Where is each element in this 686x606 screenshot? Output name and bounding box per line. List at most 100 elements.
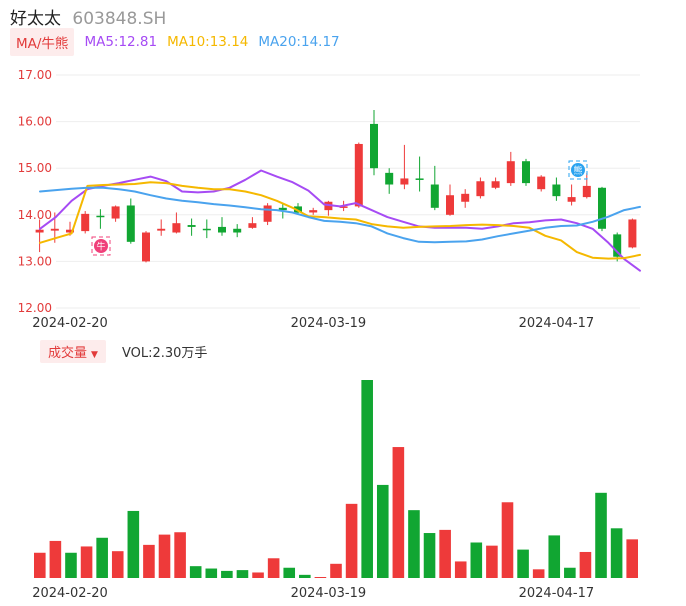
volume-bar [65, 552, 77, 578]
stock-code: 603848.SH [72, 9, 167, 29]
price-tick-label: 14.00 [18, 208, 52, 222]
candle-body [202, 228, 211, 231]
price-date-label: 2024-03-19 [291, 316, 367, 331]
volume-date-label: 2024-02-20 [32, 586, 108, 601]
ma20-line [39, 186, 641, 244]
candle-body [294, 206, 302, 213]
candle-body [172, 223, 181, 233]
volume-bar [158, 534, 171, 578]
candle-body [111, 206, 120, 219]
candle-body [187, 225, 196, 227]
volume-bar [330, 563, 342, 578]
stock-name: 好太太 [10, 9, 61, 29]
dropdown-caret-icon: ▼ [91, 349, 98, 360]
ma-legend: MA/牛熊 MA5:12.81 MA10:13.14 MA20:14.17 [10, 27, 340, 56]
candle-body [461, 193, 470, 202]
volume-date-label: 2024-04-17 [519, 586, 595, 601]
volume-bar [314, 577, 327, 578]
volume-bar [376, 484, 389, 578]
volume-bar [49, 540, 62, 578]
volume-bar [408, 510, 420, 578]
candle-body [126, 205, 135, 242]
volume-bar [579, 551, 592, 578]
volume-bar [111, 551, 124, 578]
volume-bar [267, 558, 280, 578]
candle-body [309, 210, 318, 213]
price-tick-label: 16.00 [18, 115, 52, 129]
volume-bar [454, 561, 467, 578]
price-tick-label: 15.00 [18, 161, 52, 175]
ma5-line [39, 169, 641, 272]
ma10-line [39, 181, 641, 260]
volume-bar [595, 492, 607, 578]
ma10-label: MA10:13.14 [167, 33, 249, 50]
candle-body [476, 181, 485, 197]
candle-body [522, 161, 530, 184]
candle-body [415, 178, 424, 180]
stock-title: 好太太 603848.SH [10, 4, 166, 29]
price-date-label: 2024-04-17 [519, 316, 595, 331]
candle-body [157, 228, 166, 231]
volume-bar [361, 380, 373, 578]
volume-bar [486, 545, 498, 578]
bear-badge-icon [571, 163, 585, 177]
candle-body [50, 228, 59, 231]
price-tick-label: 17.00 [18, 68, 52, 82]
bull-badge-icon [94, 239, 108, 253]
volume-bar [564, 567, 576, 578]
volume-bar [236, 570, 249, 578]
ma20-label: MA20:14.17 [258, 33, 340, 50]
volume-bar [345, 503, 358, 578]
volume-bar [299, 574, 311, 578]
candle-body [506, 161, 515, 184]
bull-badge-label: 牛 [96, 241, 105, 253]
bear-badge-label: 熊 [573, 165, 582, 177]
candle-body [628, 219, 637, 248]
candle-body [567, 197, 576, 202]
volume-tag-label: 成交量 [48, 345, 88, 361]
candle-body [81, 213, 90, 232]
volume-bar [517, 549, 529, 578]
volume-bar [34, 552, 46, 578]
volume-bar [532, 569, 545, 578]
candle-body [233, 228, 242, 233]
candle-body [552, 184, 561, 197]
candle-body [446, 195, 454, 215]
candle-body [430, 184, 439, 208]
volume-bar [470, 542, 483, 578]
candle-body [35, 229, 44, 233]
volume-indicator-selector[interactable]: 成交量 ▼ [40, 339, 106, 363]
volume-bar [252, 572, 264, 578]
candle-body [248, 223, 257, 228]
candle-body [263, 205, 272, 222]
bear-badge-frame [568, 160, 588, 180]
candle-body [537, 176, 546, 190]
price-tick-label: 13.00 [18, 254, 52, 268]
volume-bar [174, 532, 186, 578]
bull-badge-frame [91, 236, 111, 256]
candle-body [491, 181, 500, 188]
volume-bar [221, 570, 233, 578]
volume-value: VOL:2.30万手 [121, 345, 208, 361]
volume-bar [205, 568, 218, 578]
volume-bar [283, 567, 296, 578]
candle-body [66, 229, 74, 233]
candle-body [400, 178, 409, 185]
candle-body [582, 185, 591, 198]
candle-body [278, 207, 287, 211]
candle-body [598, 187, 606, 229]
volume-bar [423, 533, 436, 578]
candle-body [613, 234, 622, 257]
ma-indicator-selector[interactable]: MA/牛熊 [10, 27, 75, 56]
volume-bar [392, 447, 405, 578]
volume-bar [96, 537, 108, 578]
volume-bar [610, 528, 623, 578]
volume-bar [626, 539, 638, 578]
volume-bar [143, 544, 155, 578]
candle-body [354, 143, 363, 207]
volume-bar [439, 529, 451, 578]
ma5-label: MA5:12.81 [84, 33, 158, 50]
volume-bar [189, 566, 202, 578]
volume-bar [127, 510, 140, 578]
